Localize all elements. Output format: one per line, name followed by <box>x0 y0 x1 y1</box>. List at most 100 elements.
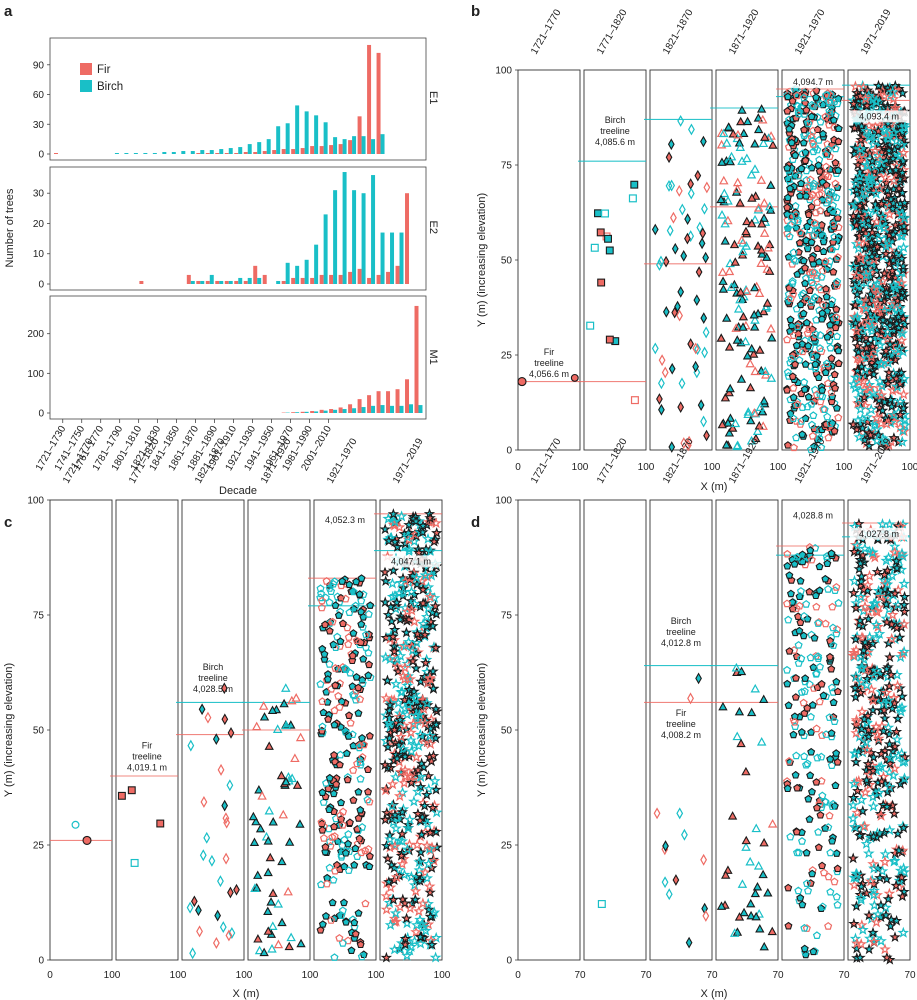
bar-birch <box>114 153 119 154</box>
tree-point <box>876 865 889 877</box>
tree-point <box>799 138 808 147</box>
tree-point <box>873 627 886 639</box>
tree-point <box>809 147 818 156</box>
tree-point <box>345 818 354 827</box>
tree-point <box>898 822 910 833</box>
tree-point <box>881 873 893 885</box>
tree-point <box>888 807 900 819</box>
tree-point <box>818 386 827 394</box>
tree-point <box>738 246 748 256</box>
bar-birch <box>238 147 243 154</box>
tree-point <box>884 338 896 350</box>
tree-point <box>325 598 334 606</box>
tree-point <box>668 362 676 375</box>
annotation-bg <box>316 514 374 526</box>
x-tick-label: 70 <box>640 970 652 981</box>
tree-point <box>597 278 606 287</box>
tree-point <box>822 359 831 368</box>
tree-point <box>723 418 733 427</box>
tree-point <box>681 828 688 841</box>
tree-point <box>832 582 841 591</box>
tree-point <box>760 132 770 141</box>
y-tick-label: 0 <box>38 150 44 161</box>
tree-point <box>694 169 702 182</box>
tree-point <box>887 745 899 756</box>
column-frame <box>313 499 377 961</box>
tree-point <box>353 759 362 768</box>
tree-point <box>745 358 755 368</box>
tree-point <box>675 184 683 197</box>
tree-point <box>405 604 418 616</box>
tree-point <box>879 583 891 595</box>
tree-point <box>389 907 402 919</box>
tree-point <box>890 135 903 147</box>
tree-point <box>798 900 807 909</box>
tree-point <box>809 101 818 110</box>
tree-point <box>807 747 816 756</box>
bar-birch <box>409 404 413 413</box>
tree-point <box>855 662 868 674</box>
tree-point <box>883 208 896 220</box>
tree-point <box>387 630 399 642</box>
tree-point <box>395 576 407 588</box>
tree-point <box>255 823 266 833</box>
tree-point <box>821 284 830 293</box>
tree-point <box>832 404 841 412</box>
tree-point <box>857 644 870 656</box>
tree-point <box>800 125 809 134</box>
tree-point <box>765 201 775 211</box>
tree-point <box>897 241 910 253</box>
bar-fir <box>376 52 381 154</box>
tree-point <box>672 874 680 886</box>
tree-point <box>753 241 763 250</box>
y-tick-label: 100 <box>495 496 512 507</box>
tree-point <box>809 411 818 419</box>
tree-point <box>421 697 433 709</box>
tree-point <box>881 184 894 196</box>
tree-point <box>892 827 904 839</box>
tree-point <box>886 265 899 276</box>
tree-point <box>399 661 411 673</box>
tree-point <box>897 424 909 436</box>
tree-point <box>832 629 841 638</box>
tree-point <box>803 614 812 623</box>
tree-point <box>325 773 334 782</box>
tree-point <box>296 938 306 948</box>
tree-point <box>819 691 828 700</box>
tree-point <box>783 193 792 202</box>
y-axis-label: Y (m) (increasing elevation) <box>3 663 15 797</box>
tree-point <box>829 116 838 124</box>
tree-point <box>226 779 234 792</box>
bar-fir <box>319 409 324 413</box>
tree-point <box>850 602 862 613</box>
tree-point <box>427 665 439 677</box>
tree-point <box>833 213 842 222</box>
tree-point <box>700 135 707 148</box>
tree-point <box>365 852 374 860</box>
tree-point <box>890 247 902 259</box>
tree-point <box>410 515 422 527</box>
tree-point <box>423 880 436 892</box>
bar-fir <box>139 280 144 284</box>
tree-point <box>869 605 882 617</box>
tree-point <box>874 156 887 168</box>
tree-point <box>817 731 827 739</box>
tree-point <box>726 282 737 291</box>
tree-point <box>404 770 416 782</box>
tree-point <box>824 195 833 204</box>
tree-point <box>396 858 409 870</box>
tree-point <box>824 186 833 195</box>
tree-point <box>419 629 431 640</box>
tree-point <box>747 193 757 202</box>
tree-point <box>745 856 755 866</box>
tree-point <box>827 354 836 362</box>
tree-point <box>741 241 752 250</box>
tree-point <box>228 927 236 939</box>
tree-point <box>752 426 763 435</box>
tree-point <box>329 875 338 884</box>
tree-point <box>268 888 278 897</box>
tree-point <box>829 219 838 228</box>
tree-point <box>756 245 767 254</box>
tree-point <box>848 777 860 789</box>
y-tick-label: 30 <box>33 120 45 131</box>
